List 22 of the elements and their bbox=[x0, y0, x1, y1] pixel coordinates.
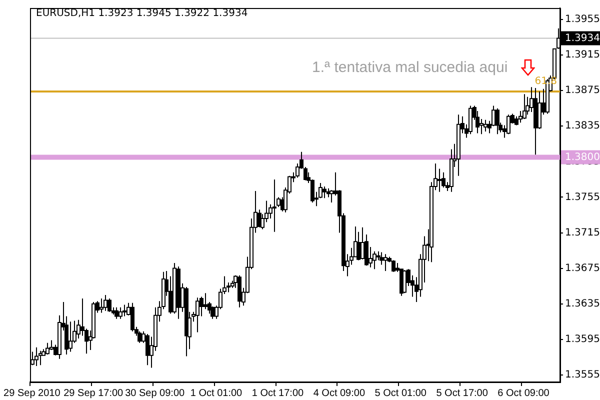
annotation: 1.ª tentativa mal sucedia aqui bbox=[312, 59, 508, 76]
x-tick-label: 29 Sep 17:00 bbox=[64, 388, 124, 399]
ref-line-label: 1.3934 bbox=[565, 32, 600, 44]
x-tick-label: 29 Sep 2010 bbox=[4, 388, 61, 399]
ref-line-label: 1.3800 bbox=[565, 152, 600, 163]
x-tick-label: 1 Oct 17:00 bbox=[252, 388, 304, 399]
y-tick-label: 1.3595 bbox=[565, 334, 600, 345]
x-tick-label: 5 Oct 17:00 bbox=[436, 388, 488, 399]
y-tick-label: 1.3875 bbox=[565, 85, 600, 96]
y-tick-label: 1.3555 bbox=[565, 369, 600, 380]
y-tick-label: 1.3675 bbox=[565, 262, 600, 274]
y-tick-label: 1.3755 bbox=[565, 192, 600, 203]
y-tick-label: 1.3955 bbox=[565, 14, 600, 26]
y-tick-label: 1.3635 bbox=[565, 298, 600, 310]
y-tick-label: 1.3835 bbox=[565, 120, 600, 132]
x-tick-label: 30 Sep 09:00 bbox=[125, 388, 186, 399]
y-tick-label: 1.3715 bbox=[565, 227, 600, 238]
x-tick-label: 1 Oct 01:00 bbox=[190, 388, 243, 399]
x-tick-label: 6 Oct 09:00 bbox=[498, 388, 550, 399]
y-tick-label: 1.3915 bbox=[565, 50, 600, 61]
x-tick-label: 5 Oct 01:00 bbox=[374, 388, 427, 399]
x-tick-label: 4 Oct 09:00 bbox=[313, 388, 366, 399]
